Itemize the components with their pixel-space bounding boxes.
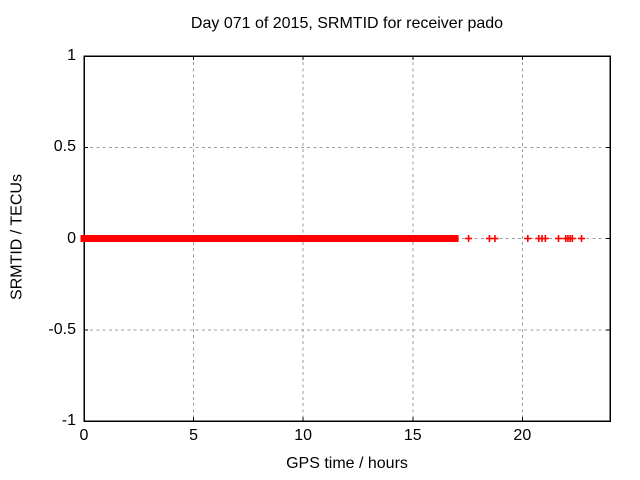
y-tick-label: 0.5 [53, 138, 76, 156]
y-tick-label: -0.5 [48, 320, 76, 338]
chart-title: Day 071 of 2015, SRMTID for receiver pad… [190, 15, 504, 32]
y-tick-label: 0 [67, 229, 76, 247]
y-tick-label: -1 [61, 412, 76, 429]
y-tick-label: 1 [67, 47, 76, 64]
x-tick-label: 15 [403, 427, 422, 444]
x-tick-label: 5 [189, 427, 199, 444]
x-tick-label: 10 [294, 427, 313, 444]
x-tick-label: 0 [79, 427, 89, 444]
x-tick-label: 20 [513, 427, 532, 444]
dense-data-run [80, 235, 459, 242]
x-axis-label: GPS time / hours [286, 455, 408, 472]
plot-area [80, 55, 611, 422]
